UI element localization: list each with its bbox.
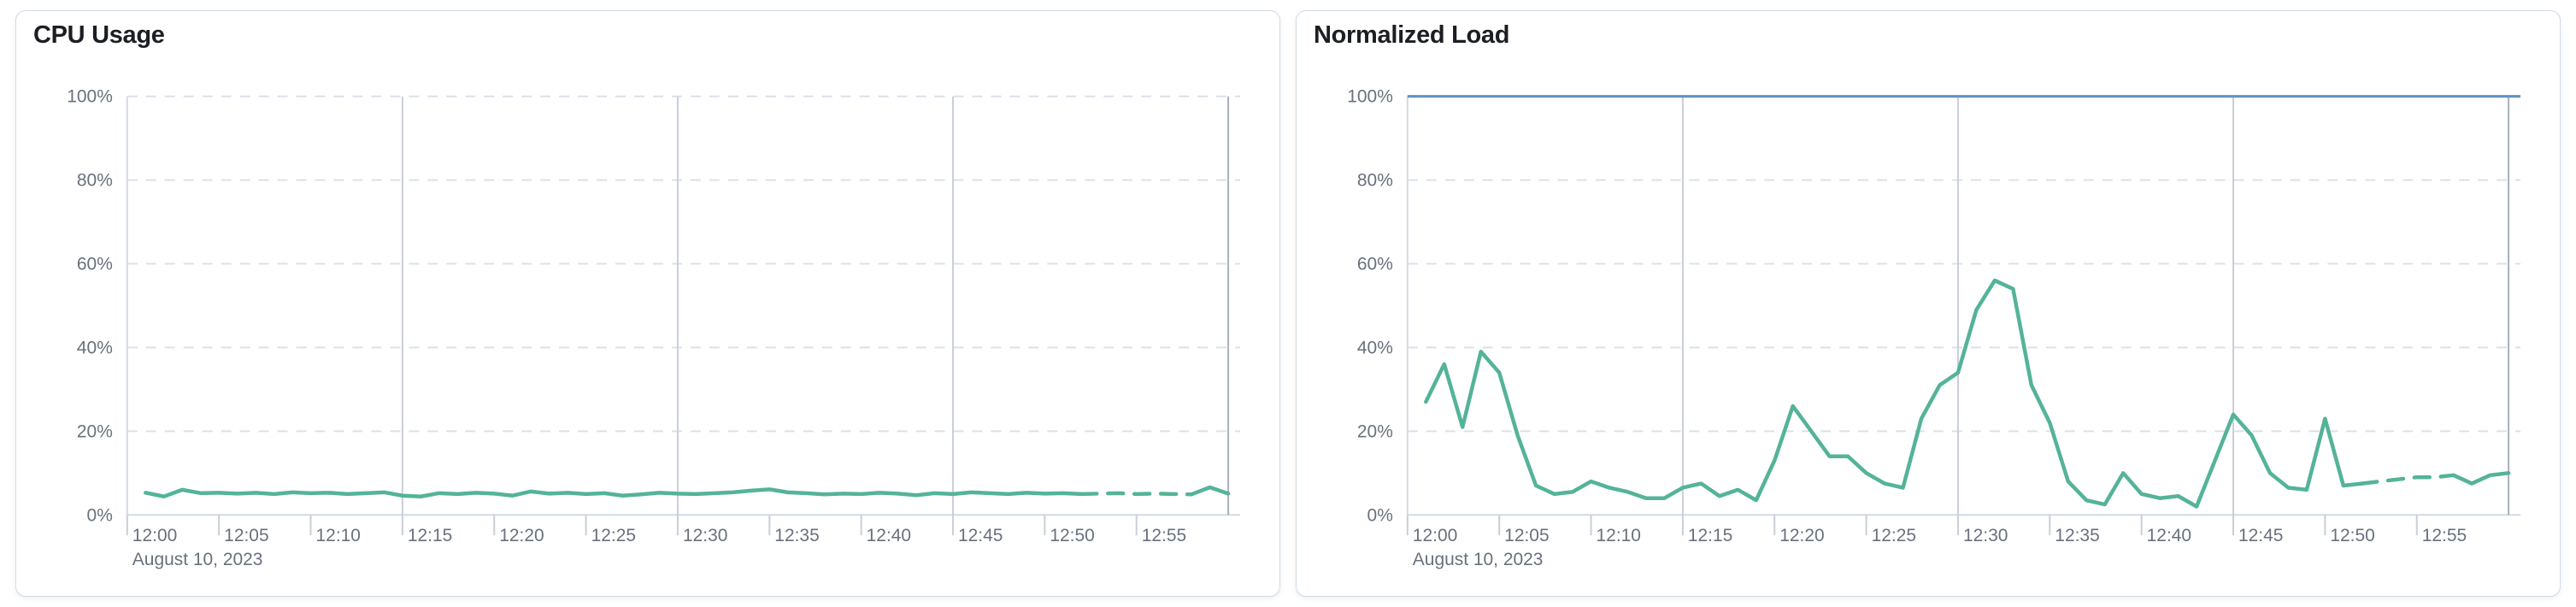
x-tick-label: 12:55 bbox=[2422, 526, 2467, 545]
normalized-load-chart[interactable]: 12:00 12:05 12:10 12:15 12:20 12:25 12:30 12:35… bbox=[1297, 11, 2560, 596]
cpu-usage-chart[interactable]: 12:00 12:05 12:10 12:15 12:20 12:25 12:30 12:35… bbox=[16, 11, 1279, 596]
x-tick-label: 12:15 bbox=[1688, 526, 1732, 545]
y-tick-label: 80% bbox=[77, 171, 113, 191]
x-tick-label: 12:00 bbox=[1413, 526, 1457, 545]
chart-title: Normalized Load bbox=[1314, 21, 1510, 49]
y-tick-label: 60% bbox=[1357, 255, 1393, 274]
x-tick-label: 12:15 bbox=[408, 526, 452, 545]
x-tick-label: 12:20 bbox=[499, 526, 544, 545]
x-tick-label: 12:10 bbox=[1597, 526, 1641, 545]
series-line-solid bbox=[144, 487, 1084, 498]
series-line-solid bbox=[1424, 278, 2364, 509]
x-tick-label: 12:35 bbox=[774, 526, 819, 545]
y-tick-label: 20% bbox=[1357, 421, 1393, 441]
x-tick-label: 12:50 bbox=[2330, 526, 2374, 545]
y-tick-label: 0% bbox=[1367, 505, 1393, 525]
y-tick-label: 40% bbox=[1357, 338, 1393, 357]
y-tick-label: 100% bbox=[67, 87, 113, 107]
x-tick-label: 12:30 bbox=[683, 526, 727, 545]
y-tick-label: 0% bbox=[87, 505, 113, 525]
x-tick-label: 12:55 bbox=[1142, 526, 1186, 545]
x-tick-label: 12:25 bbox=[591, 526, 636, 545]
x-tick-label: 12:20 bbox=[1779, 526, 1824, 545]
x-tick-label: 12:05 bbox=[1504, 526, 1549, 545]
y-tick-label: 100% bbox=[1347, 87, 1393, 107]
normalized-load-panel: 12:00 12:05 12:10 12:15 12:20 12:25 12:30 12:35… bbox=[1296, 10, 2561, 597]
x-tick-label: 12:40 bbox=[867, 526, 911, 545]
x-tick-label: 12:50 bbox=[1050, 526, 1094, 545]
x-tick-label: 12:00 bbox=[132, 526, 177, 545]
series-line-dashed bbox=[1079, 491, 1194, 497]
x-tick-label: 12:40 bbox=[2147, 526, 2191, 545]
x-tick-label: 12:30 bbox=[1963, 526, 2008, 545]
x-tick-label: 12:05 bbox=[224, 526, 268, 545]
y-tick-label: 20% bbox=[77, 421, 113, 441]
chart-title: CPU Usage bbox=[33, 21, 165, 49]
series-line-solid-end bbox=[1189, 485, 1231, 497]
y-tick-label: 80% bbox=[1357, 171, 1393, 191]
x-tick-label: 12:45 bbox=[958, 526, 1003, 545]
y-tick-label: 60% bbox=[77, 255, 113, 274]
cpu-usage-panel: 12:00 12:05 12:10 12:15 12:20 12:25 12:30 12:35… bbox=[15, 10, 1280, 597]
x-tick-label: 12:10 bbox=[316, 526, 361, 545]
series-line-solid-end bbox=[2451, 471, 2511, 486]
x-axis-date-label: August 10, 2023 bbox=[1413, 550, 1544, 569]
x-axis-date-label: August 10, 2023 bbox=[132, 550, 263, 569]
x-tick-label: 12:35 bbox=[2055, 526, 2099, 545]
x-tick-label: 12:25 bbox=[1872, 526, 1916, 545]
series-line-dashed bbox=[2360, 473, 2455, 486]
y-tick-label: 40% bbox=[77, 338, 113, 357]
x-tick-label: 12:45 bbox=[2238, 526, 2283, 545]
